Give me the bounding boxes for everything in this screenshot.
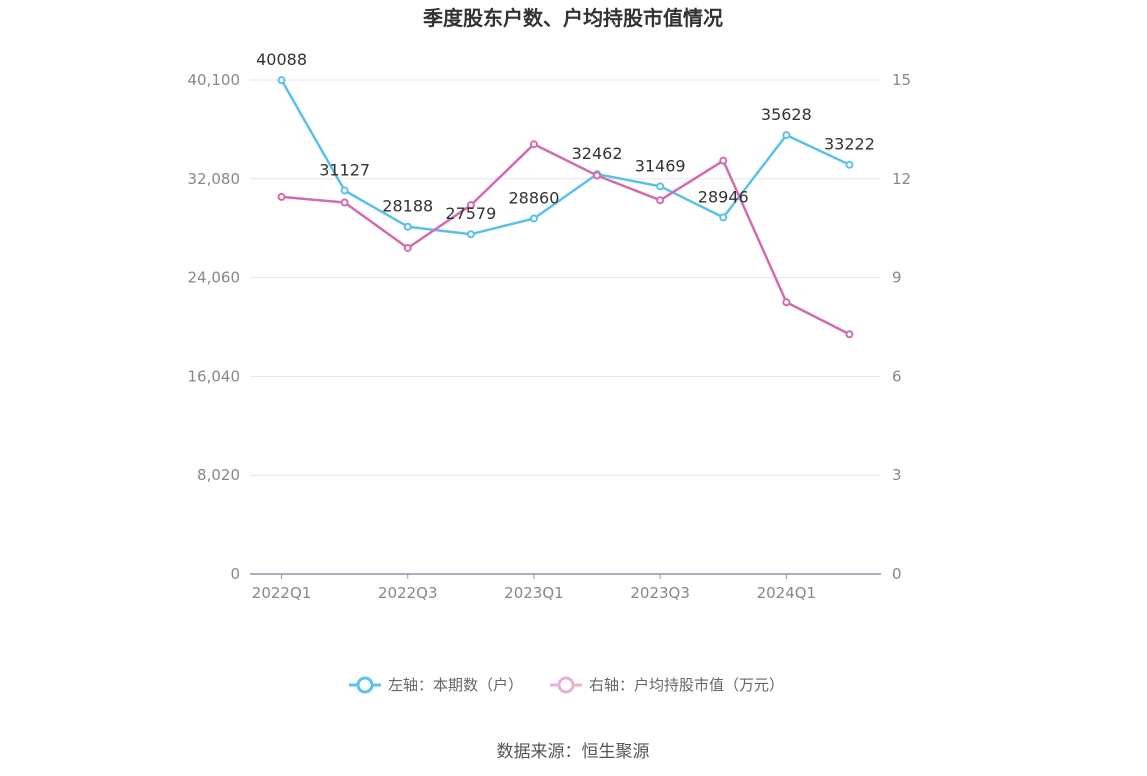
series-point (340, 186, 349, 195)
series-point (782, 298, 791, 307)
series-point (845, 330, 854, 339)
right-axis-tick-label: 15 (892, 71, 911, 89)
series-point (277, 76, 286, 85)
series-point (719, 156, 728, 165)
chart-title: 季度股东户数、户均持股市值情况 (422, 6, 723, 30)
data-label: 28188 (382, 197, 433, 216)
left-axis-tick-label: 8,020 (197, 466, 240, 484)
x-axis-tick-label: 2022Q3 (378, 584, 438, 602)
series-point (277, 192, 286, 201)
right-axis-tick-label: 6 (892, 367, 902, 385)
data-label: 28860 (508, 188, 559, 207)
left-axis-tick-label: 24,060 (188, 269, 241, 287)
series-point (403, 222, 412, 231)
x-axis-tick-label: 2022Q1 (252, 584, 312, 602)
left-axis-tick-label: 0 (230, 565, 240, 583)
legend-item-right[interactable]: 右轴：户均持股市值（万元） (550, 676, 784, 694)
legend[interactable]: 左轴：本期数（户） 右轴：户均持股市值（万元） (349, 676, 784, 694)
legend-label-left: 左轴：本期数（户） (388, 676, 523, 694)
x-axis-tick-label: 2023Q1 (504, 584, 564, 602)
data-label: 35628 (761, 105, 812, 124)
legend-label-right: 右轴：户均持股市值（万元） (589, 676, 784, 694)
right-axis-tick-label: 12 (892, 170, 911, 188)
series-layer (277, 76, 854, 339)
series-point (593, 171, 602, 180)
data-label: 40088 (256, 50, 307, 69)
series-point (529, 140, 538, 149)
data-label: 27579 (445, 204, 496, 223)
series-point (656, 196, 665, 205)
right-axis-tick-label: 3 (892, 466, 902, 484)
series-line-right (281, 142, 851, 336)
series-point (845, 160, 854, 169)
right-axis-tick-label: 0 (892, 565, 902, 583)
series-point (782, 131, 791, 140)
data-label: 28946 (698, 187, 749, 206)
left-axis-tick-label: 32,080 (188, 170, 241, 188)
data-labels: 40088 31127 28188 27579 28860 32462 31469 28946… (256, 50, 875, 223)
data-label: 31469 (635, 156, 686, 175)
data-label: 31127 (319, 161, 370, 180)
left-axis-tick-label: 16,040 (188, 367, 241, 385)
right-axis-tick-label: 9 (892, 269, 902, 287)
series-point (719, 213, 728, 222)
legend-item-left[interactable]: 左轴：本期数（户） (349, 676, 523, 694)
series-point (340, 198, 349, 207)
series-line-left (280, 79, 851, 236)
grid (250, 79, 881, 476)
data-label: 32462 (572, 144, 623, 163)
x-axis-tick-label: 2024Q1 (757, 584, 817, 602)
data-label: 33222 (824, 135, 875, 154)
source-note: 数据来源：恒生聚源 (497, 742, 650, 762)
legend-marker-right (557, 676, 575, 694)
x-axis-tick-label: 2023Q3 (630, 584, 690, 602)
left-axis-tick-label: 40,100 (188, 71, 241, 89)
series-point (656, 182, 665, 191)
series-point (403, 243, 412, 252)
legend-marker-left (356, 676, 374, 694)
axes: 0 0 8,020 3 16,040 6 24,060 9 32,080 12 40,100 15 20… (188, 71, 912, 602)
series-point (529, 214, 538, 223)
series-point (466, 201, 475, 210)
series-point (466, 230, 475, 239)
